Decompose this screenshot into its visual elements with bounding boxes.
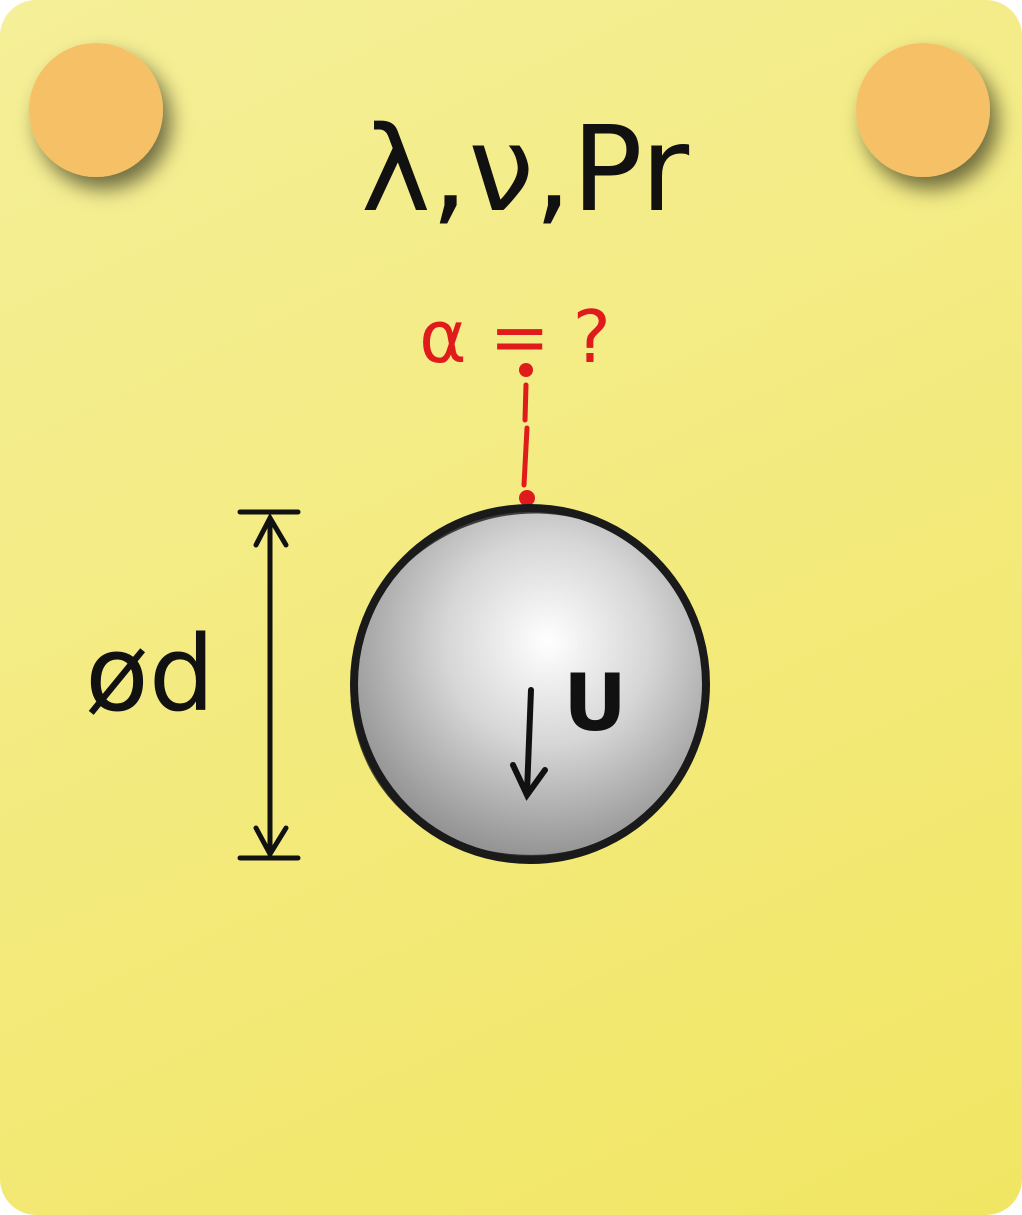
- arrow-down-icon: [510, 687, 548, 801]
- dimension-arrow-icon: [237, 509, 301, 861]
- push-pin-icon-left: [29, 43, 163, 177]
- velocity-label: U: [563, 659, 626, 749]
- unknown-coefficient-label: α = ?: [419, 295, 611, 379]
- fluid-properties-label: λ,ν,Pr: [361, 100, 690, 238]
- red-leader-line: [519, 363, 535, 506]
- diameter-label: ød: [85, 613, 215, 735]
- push-pin-icon-right: [856, 43, 990, 177]
- sphere: [350, 504, 710, 864]
